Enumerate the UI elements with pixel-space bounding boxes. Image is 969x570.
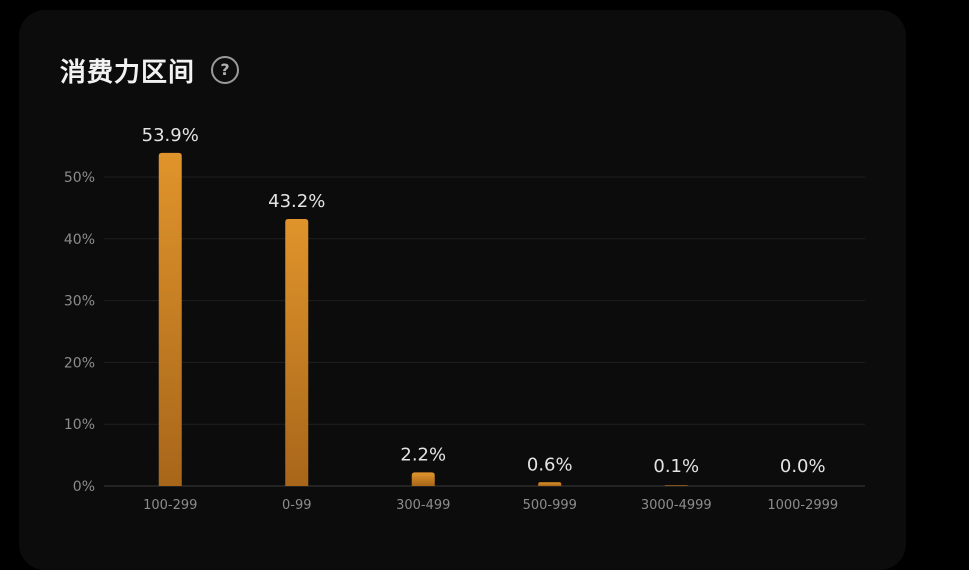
y-tick-label: 10% [64,417,95,433]
data-label: 0.0% [780,456,826,477]
bar [538,482,562,486]
data-label: 43.2% [268,191,325,212]
data-label: 0.6% [527,454,573,475]
bar [158,152,182,486]
data-label: 0.1% [653,456,699,477]
y-tick-label: 20% [64,355,95,371]
y-tick-label: 40% [64,232,95,248]
x-tick-label: 1000-2999 [767,498,838,513]
x-tick-label: 500-999 [523,498,577,513]
help-icon[interactable]: ? [211,56,240,84]
x-tick-label: 0-99 [282,498,312,513]
x-tick-label: 300-499 [396,498,450,513]
title-row: 消费力区间 ? [60,52,240,88]
chart-title: 消费力区间 [60,57,196,88]
bar [285,219,309,487]
y-tick-label: 0% [73,479,95,495]
x-tick-label: 100-299 [143,498,197,513]
x-tick-label: 3000-4999 [641,498,712,513]
data-label: 53.9% [142,125,199,146]
data-label: 2.2% [400,444,446,465]
bar [411,472,435,486]
bar [664,485,688,486]
y-tick-label: 30% [64,294,95,310]
y-tick-label: 50% [64,170,95,186]
bar-chart: 0% 10% 20% 30% 40% 50% 53.9% 100-299 43.2% 0-99 2.… [64,125,865,513]
